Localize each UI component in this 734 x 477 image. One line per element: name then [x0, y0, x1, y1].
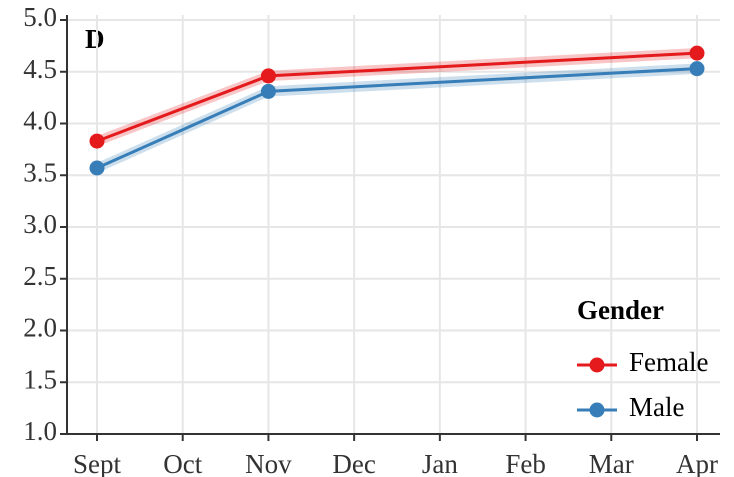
- y-tick-label: 3.0: [23, 209, 57, 239]
- point: [689, 61, 705, 77]
- point: [260, 83, 276, 99]
- y-tick-label: 2.0: [23, 313, 57, 343]
- point: [689, 45, 705, 61]
- y-tick-label: 1.0: [23, 416, 57, 446]
- y-tick-label: 5.0: [23, 2, 57, 32]
- point: [89, 160, 105, 176]
- point: [89, 133, 105, 149]
- legend-label: Male: [629, 392, 684, 422]
- panel-label: D: [85, 24, 105, 54]
- y-tick-label: 2.5: [23, 261, 57, 291]
- y-tick-label: 3.5: [23, 157, 57, 187]
- grid: [67, 15, 720, 435]
- legend-label: Female: [629, 347, 708, 377]
- x-tick-label: Sept: [73, 449, 122, 477]
- x-tick-label: Jan: [422, 449, 458, 477]
- ci-band: [97, 63, 697, 174]
- y-tick-label: 1.5: [23, 364, 57, 394]
- x-tick-label: Oct: [163, 449, 202, 477]
- x-tick-label: Dec: [332, 449, 375, 477]
- x-tick-label: Nov: [245, 449, 292, 477]
- axes: 1.0 1.5 2.0 2.5 3.0 3.5 4.0 4.5 5.0 Sept Oct Nov Dec…: [23, 2, 720, 477]
- legend-title: Gender: [577, 295, 664, 325]
- x-tick-label: Feb: [505, 449, 546, 477]
- series-line: [96, 67, 698, 170]
- legend-marker: [589, 402, 605, 418]
- y-tick-label: 4.5: [23, 54, 57, 84]
- x-tick-label: Apr: [676, 449, 718, 477]
- legend-marker: [589, 357, 605, 373]
- y-tick-label: 4.0: [23, 106, 57, 136]
- point: [260, 68, 276, 84]
- x-tick-label: Mar: [589, 449, 634, 477]
